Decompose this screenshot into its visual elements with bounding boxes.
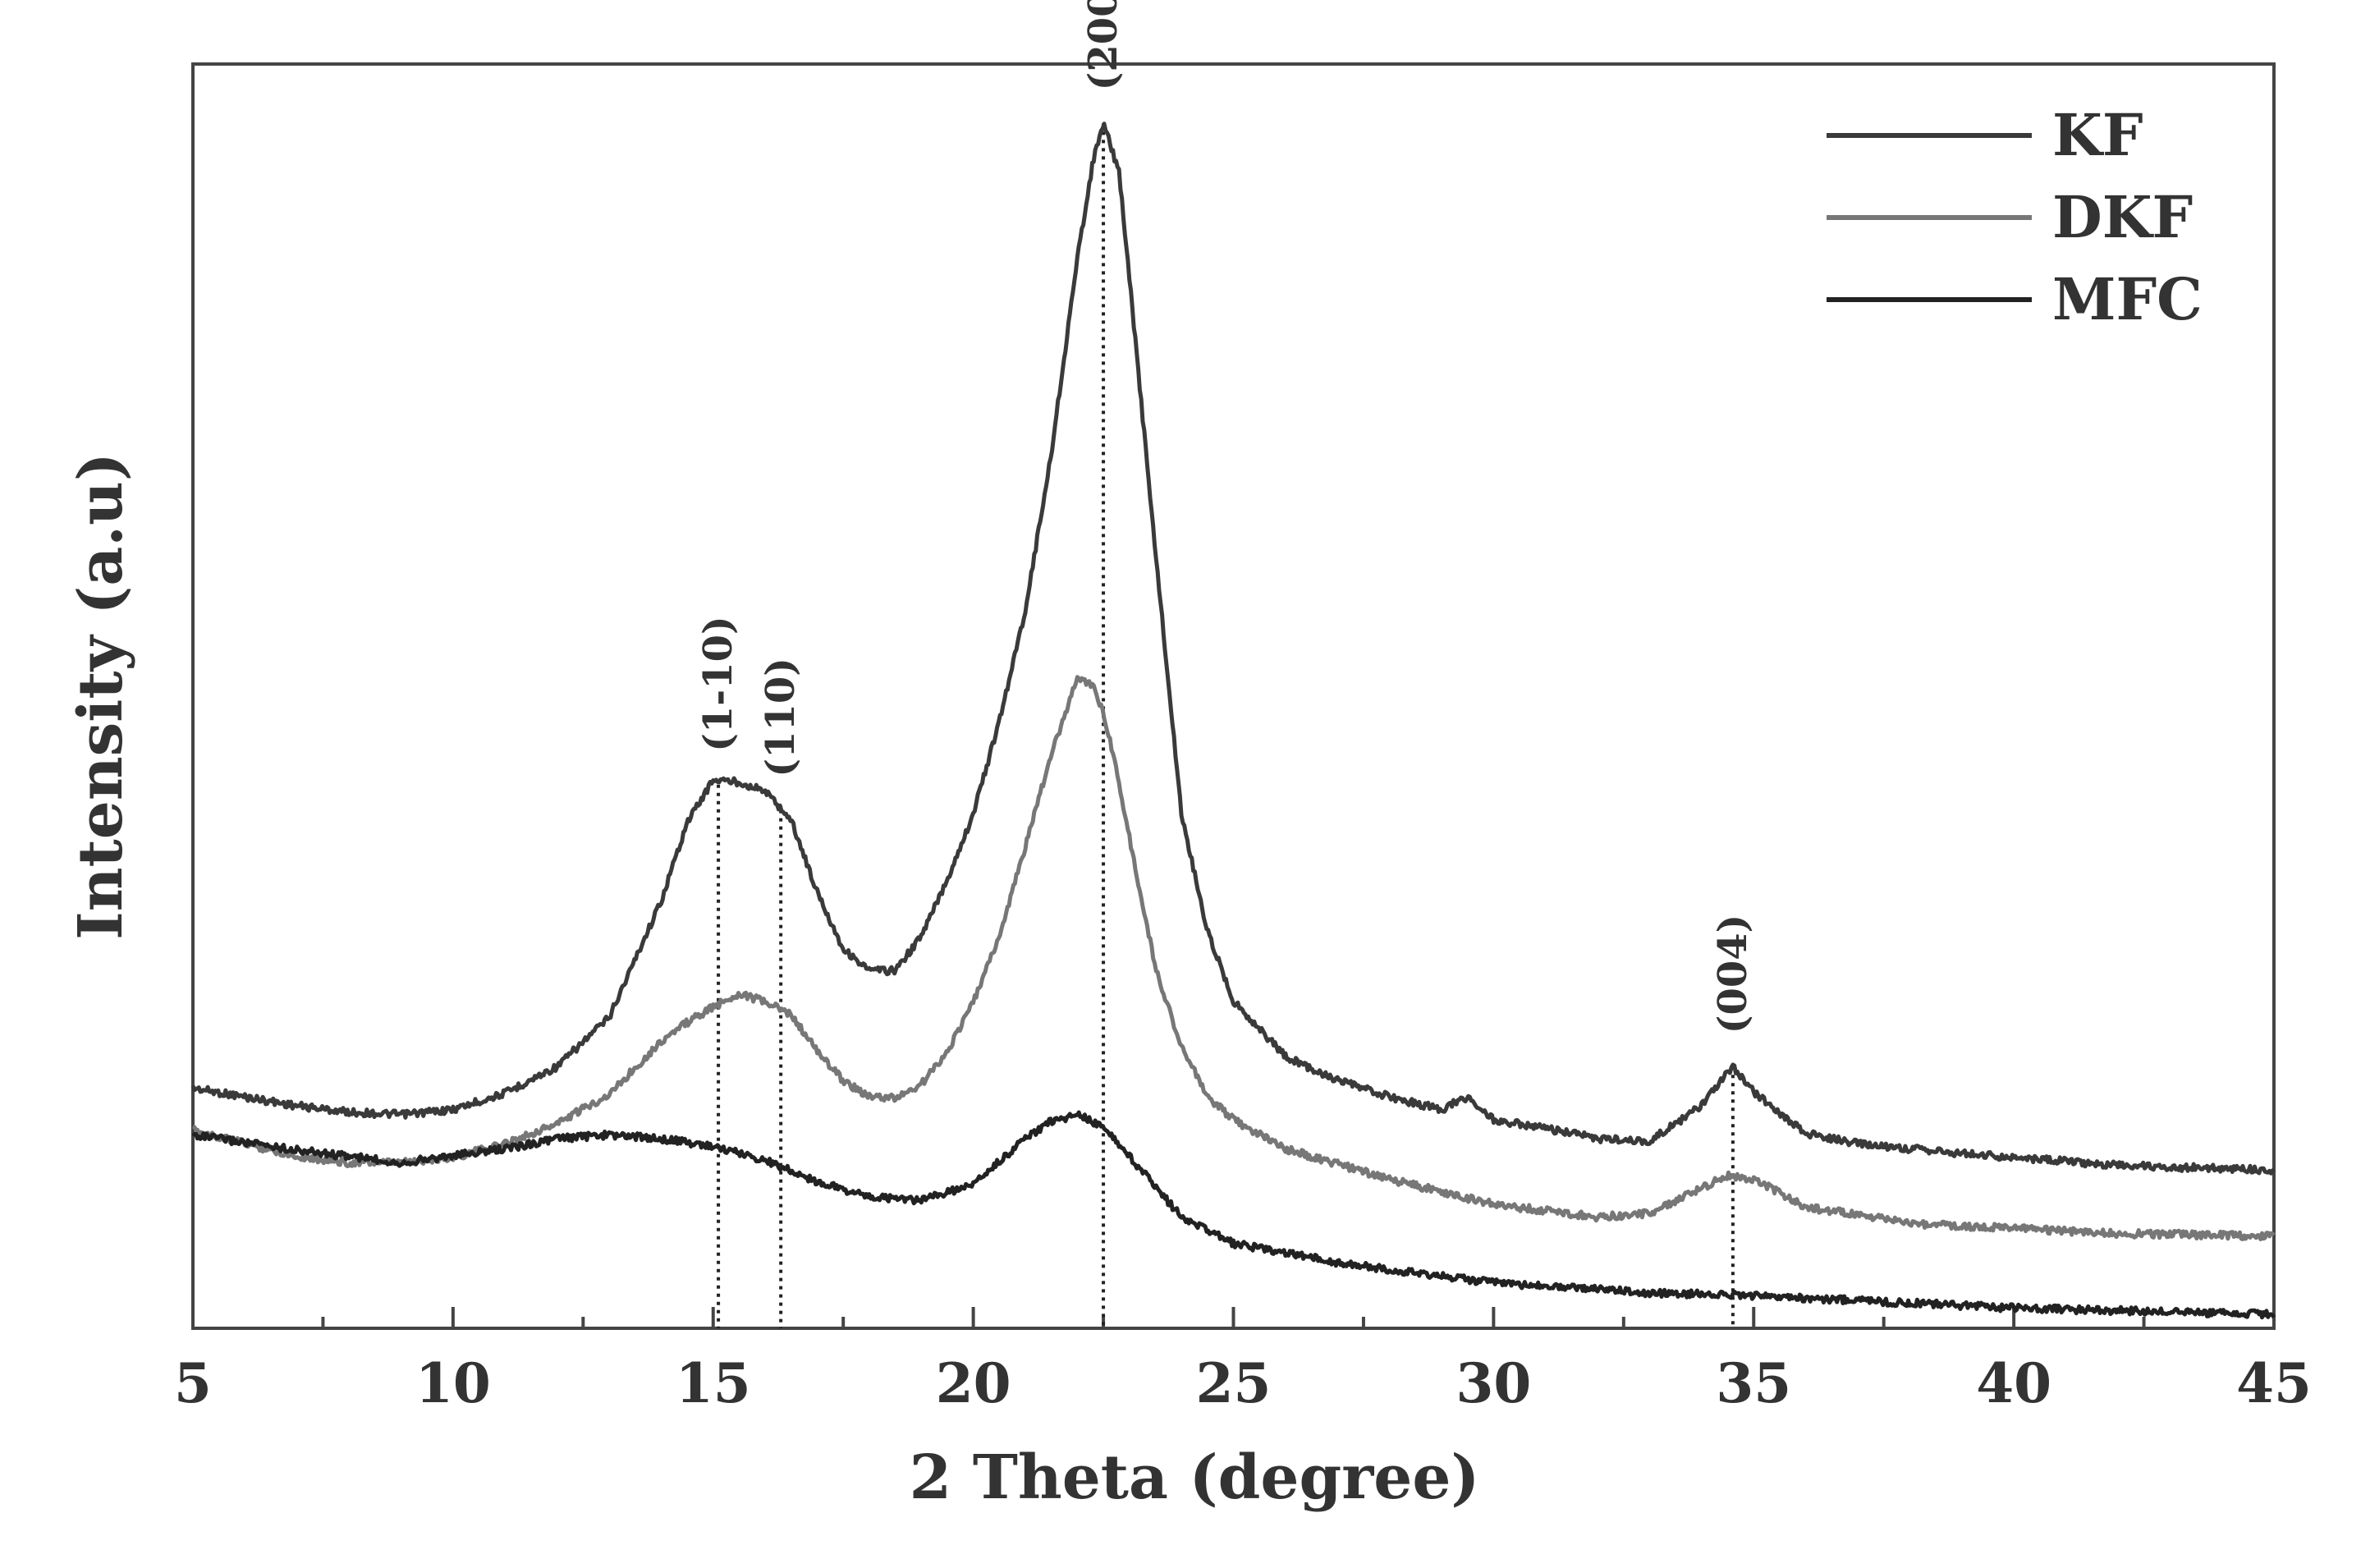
x-axis-title: 2 Theta (degree) [910, 1442, 1480, 1513]
legend-label: DKF [2052, 183, 2193, 251]
legend: KF DKF MFC [1827, 101, 2203, 333]
legend-label: KF [2052, 101, 2143, 169]
x-axis-tick-labels: 5 10 15 20 25 30 35 40 45 [174, 1351, 2312, 1415]
series-line-mfc [191, 1110, 2276, 1320]
x-tick-label: 20 [936, 1351, 1011, 1415]
peak-labels: (1-10) (110) (200) (004) [695, 0, 1756, 1034]
x-tick-label: 45 [2236, 1351, 2312, 1415]
legend-label: MFC [2052, 265, 2203, 333]
y-axis-title: Intensity (a.u) [66, 452, 136, 940]
series-layer [190, 121, 2276, 1320]
peak-label: (110) [758, 658, 804, 777]
reference-lines [717, 123, 1735, 1328]
x-tick-label: 40 [1976, 1351, 2051, 1415]
series-line-kf [190, 121, 2276, 1176]
x-tick-label: 25 [1196, 1351, 1272, 1415]
x-tick-label: 30 [1455, 1351, 1531, 1415]
x-tick-label: 15 [676, 1351, 751, 1415]
x-tick-label: 5 [174, 1351, 212, 1415]
x-axis-ticks [191, 1307, 2276, 1328]
peak-label: (200) [1080, 0, 1126, 90]
series-line-dkf [191, 675, 2276, 1241]
x-tick-label: 10 [415, 1351, 491, 1415]
x-tick-label: 35 [1716, 1351, 1791, 1415]
peak-label: (004) [1710, 915, 1756, 1034]
peak-label: (1-10) [695, 616, 741, 752]
